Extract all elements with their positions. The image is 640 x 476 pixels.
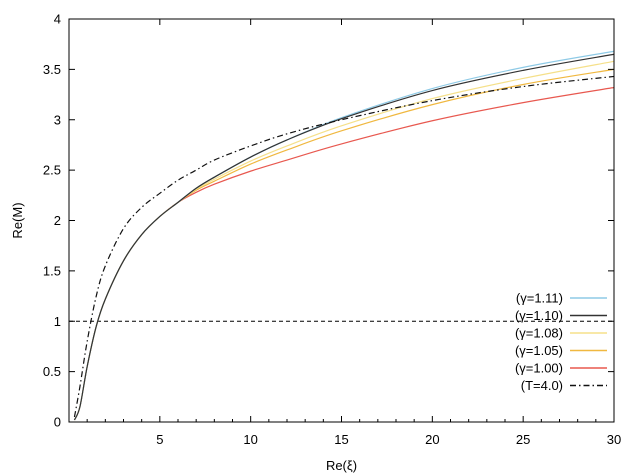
legend-item: (γ=1.08) bbox=[515, 326, 607, 341]
legend-item: (γ=1.10) bbox=[515, 308, 607, 323]
legend-item: (γ=1.11) bbox=[516, 291, 607, 306]
legend-label: (γ=1.11) bbox=[516, 291, 563, 306]
legend-label: (γ=1.08) bbox=[515, 326, 563, 341]
x-tick-label: 5 bbox=[156, 432, 163, 447]
x-axis-label: Re(ξ) bbox=[326, 458, 357, 473]
y-tick-label: 1.5 bbox=[43, 263, 61, 278]
x-tick-label: 20 bbox=[425, 432, 439, 447]
y-tick-label: 0 bbox=[54, 415, 61, 430]
legend-label: (γ=1.05) bbox=[515, 343, 563, 358]
y-tick-label: 1 bbox=[54, 314, 61, 329]
axis-ticks: 5 10 15 20 25 30 0 0.5 1 1.5 2 2.5 3 3.5 4 bbox=[43, 12, 621, 448]
legend-item: (T=4.0) bbox=[521, 378, 607, 393]
legend-item: (γ=1.00) bbox=[515, 361, 607, 376]
legend-label: (T=4.0) bbox=[521, 378, 563, 393]
y-tick-label: 2.5 bbox=[43, 163, 61, 178]
series-line-1 bbox=[73, 53, 615, 421]
x-tick-label: 10 bbox=[243, 432, 257, 447]
legend: (γ=1.11) (γ=1.10) (γ=1.08) (γ=1.05) (γ=1.00)… bbox=[515, 291, 607, 393]
y-tick-label: 4 bbox=[54, 12, 61, 27]
y-tick-label: 0.5 bbox=[43, 364, 61, 379]
x-tick-label: 15 bbox=[334, 432, 348, 447]
y-tick-label: 2 bbox=[54, 213, 61, 228]
legend-label: (γ=1.10) bbox=[515, 308, 563, 323]
y-tick-label: 3 bbox=[54, 112, 61, 127]
x-tick-label: 25 bbox=[516, 432, 530, 447]
y-axis-label: Re(M) bbox=[10, 202, 25, 238]
legend-item: (γ=1.05) bbox=[515, 343, 607, 358]
y-tick-label: 3.5 bbox=[43, 62, 61, 77]
legend-label: (γ=1.00) bbox=[515, 361, 563, 376]
series-line-5 bbox=[73, 75, 615, 418]
series-lines bbox=[73, 50, 615, 421]
x-tick-label: 30 bbox=[607, 432, 621, 447]
